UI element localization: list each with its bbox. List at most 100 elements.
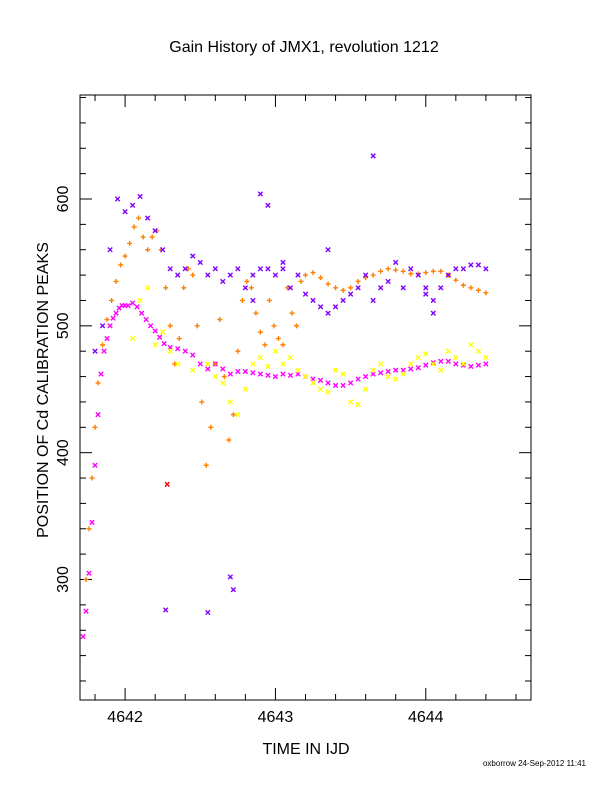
- series-1: [83, 215, 489, 583]
- data-point: [99, 323, 106, 329]
- data-point: [167, 266, 173, 272]
- data-point: [159, 247, 166, 253]
- data-point: [385, 368, 391, 375]
- data-point: [113, 310, 119, 316]
- data-point: [172, 361, 178, 367]
- data-point: [393, 267, 399, 273]
- data-point: [167, 323, 173, 329]
- data-point: [257, 191, 264, 197]
- data-point: [438, 285, 444, 291]
- data-point: [129, 300, 136, 306]
- data-point: [152, 228, 158, 234]
- data-marks: [80, 153, 489, 640]
- series-5: [164, 481, 170, 488]
- data-point: [212, 373, 218, 380]
- data-point: [212, 361, 218, 367]
- data-point: [113, 278, 119, 284]
- data-point: [468, 285, 474, 291]
- data-point: [164, 481, 170, 488]
- data-point: [280, 361, 286, 367]
- data-point: [423, 285, 429, 291]
- data-point: [377, 361, 384, 367]
- data-point: [175, 361, 181, 367]
- data-point: [317, 377, 324, 384]
- data-point: [340, 287, 346, 293]
- data-point: [89, 475, 95, 481]
- data-point: [144, 285, 151, 291]
- data-point: [362, 373, 369, 380]
- data-point: [149, 234, 155, 240]
- data-point: [271, 323, 277, 329]
- data-point: [131, 224, 137, 230]
- data-point: [185, 266, 191, 272]
- data-point: [197, 259, 203, 266]
- data-point: [453, 266, 459, 272]
- y-tick-label: 500: [55, 312, 72, 339]
- data-point: [400, 371, 406, 377]
- data-point: [227, 399, 234, 405]
- data-point: [181, 285, 187, 291]
- data-point: [453, 354, 459, 361]
- series-2: [129, 285, 489, 418]
- data-point: [127, 240, 133, 246]
- data-point: [205, 609, 211, 616]
- data-point: [175, 272, 181, 278]
- data-point: [244, 278, 250, 284]
- data-point: [445, 272, 452, 278]
- data-point: [257, 329, 263, 335]
- data-point: [235, 348, 241, 354]
- data-point: [190, 272, 196, 278]
- data-point: [340, 297, 346, 304]
- data-point: [250, 361, 256, 367]
- data-point: [92, 348, 98, 354]
- data-point: [303, 272, 308, 278]
- data-point: [250, 297, 256, 304]
- data-point: [468, 342, 474, 348]
- data-point: [430, 359, 436, 366]
- data-point: [190, 352, 196, 358]
- data-point: [325, 389, 331, 395]
- data-point: [83, 577, 89, 583]
- data-point: [340, 382, 346, 389]
- x-tick-label: 4642: [107, 709, 143, 726]
- data-point: [217, 316, 223, 322]
- data-point: [190, 253, 196, 259]
- chart-title: Gain History of JMX1, revolution 1212: [169, 39, 439, 56]
- data-point: [475, 262, 482, 268]
- data-point: [460, 282, 466, 288]
- series-0: [80, 300, 489, 640]
- data-point: [272, 272, 279, 278]
- data-point: [227, 574, 234, 580]
- data-point: [317, 386, 324, 392]
- data-point: [89, 519, 95, 526]
- data-point: [408, 271, 414, 277]
- data-point: [460, 362, 467, 368]
- data-point: [293, 323, 299, 329]
- y-tick-label: 300: [55, 566, 72, 593]
- series-3: [92, 193, 489, 354]
- data-point: [208, 424, 214, 430]
- data-point: [205, 272, 211, 278]
- data-point: [377, 370, 384, 376]
- data-point: [92, 424, 98, 430]
- data-point: [221, 374, 227, 380]
- data-point: [235, 266, 241, 272]
- data-point: [393, 367, 399, 373]
- data-point: [400, 268, 406, 274]
- data-point: [355, 401, 361, 408]
- series-4: [162, 153, 436, 616]
- data-point: [438, 268, 444, 274]
- data-point: [475, 348, 482, 354]
- data-point: [220, 380, 226, 386]
- data-point: [475, 287, 481, 293]
- data-point: [325, 247, 331, 253]
- data-point: [190, 367, 196, 373]
- data-point: [203, 462, 209, 468]
- data-point: [92, 462, 98, 469]
- data-point: [284, 285, 290, 291]
- data-point: [460, 361, 467, 367]
- data-point: [114, 196, 121, 202]
- data-point: [95, 380, 101, 386]
- data-point: [355, 278, 361, 284]
- data-point: [393, 259, 399, 266]
